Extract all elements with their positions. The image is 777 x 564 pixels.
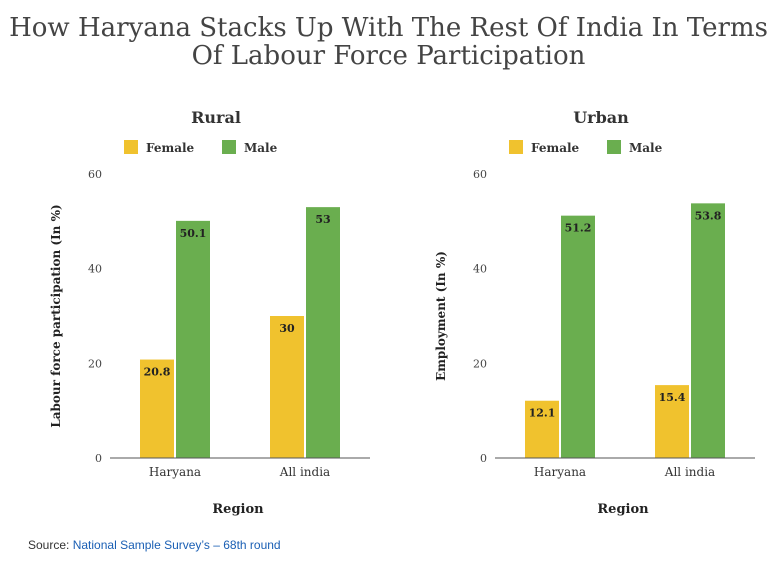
bar-female-0 xyxy=(140,359,174,458)
y-tick-label: 0 xyxy=(480,452,487,465)
data-label: 12.1 xyxy=(529,407,556,420)
page-title: How Haryana Stacks Up With The Rest Of I… xyxy=(9,13,768,71)
urban-chart: Urban Female Male 0 20 40 60 Employment (In %) 1… xyxy=(385,100,770,530)
bar-female-1 xyxy=(655,385,689,458)
bar-male-1 xyxy=(306,207,340,458)
source-link[interactable]: National Sample Survey’s – 68th round xyxy=(72,538,281,552)
x-tick-label: All india xyxy=(279,465,330,479)
y-tick-label: 60 xyxy=(88,168,102,181)
legend-label-female: Female xyxy=(531,141,580,155)
x-tick-label: All india xyxy=(664,465,715,479)
bar-male-1 xyxy=(691,203,725,458)
legend-label-male: Male xyxy=(629,141,663,155)
y-tick-label: 40 xyxy=(473,263,487,276)
x-tick-label: Haryana xyxy=(534,465,586,479)
x-axis-label: Region xyxy=(212,502,264,517)
data-label: 51.2 xyxy=(565,222,592,235)
y-tick-label: 20 xyxy=(88,357,102,370)
legend-swatch-male xyxy=(607,140,621,154)
y-tick-label: 0 xyxy=(95,452,102,465)
bar-female-0 xyxy=(525,400,559,458)
chart-svg: Urban Female Male 0 20 40 60 Employment (In %) 1… xyxy=(434,108,755,517)
y-axis-label: Employment (In %) xyxy=(434,251,448,381)
legend-swatch-female xyxy=(509,140,523,154)
chart-title: Urban xyxy=(573,108,629,127)
legend-label-male: Male xyxy=(244,141,278,155)
x-axis-label: Region xyxy=(597,502,649,517)
legend-swatch-male xyxy=(222,140,236,154)
source-label: Source: xyxy=(28,538,70,552)
data-label: 15.4 xyxy=(659,391,686,404)
y-axis-label: Labour force participation (In %) xyxy=(49,204,63,427)
bar-female-1 xyxy=(270,316,304,458)
bar-male-0 xyxy=(176,220,210,458)
chart-title: Rural xyxy=(191,108,241,127)
y-tick-label: 60 xyxy=(473,168,487,181)
rural-chart: Rural Female Male 0 20 40 60 Labour force parti… xyxy=(0,100,385,530)
data-label: 53 xyxy=(315,213,330,226)
legend-label-female: Female xyxy=(146,141,195,155)
legend-swatch-female xyxy=(124,140,138,154)
y-tick-label: 20 xyxy=(473,357,487,370)
source-note: Source: National Sample Survey’s – 68th … xyxy=(28,538,281,552)
y-tick-label: 40 xyxy=(88,263,102,276)
chart-svg: Rural Female Male 0 20 40 60 Labour force parti… xyxy=(49,108,370,517)
x-tick-label: Haryana xyxy=(149,465,201,479)
data-label: 20.8 xyxy=(144,366,171,379)
data-label: 30 xyxy=(279,322,295,335)
bar-male-0 xyxy=(561,215,595,458)
data-label: 53.8 xyxy=(695,209,722,222)
data-label: 50.1 xyxy=(180,227,207,240)
